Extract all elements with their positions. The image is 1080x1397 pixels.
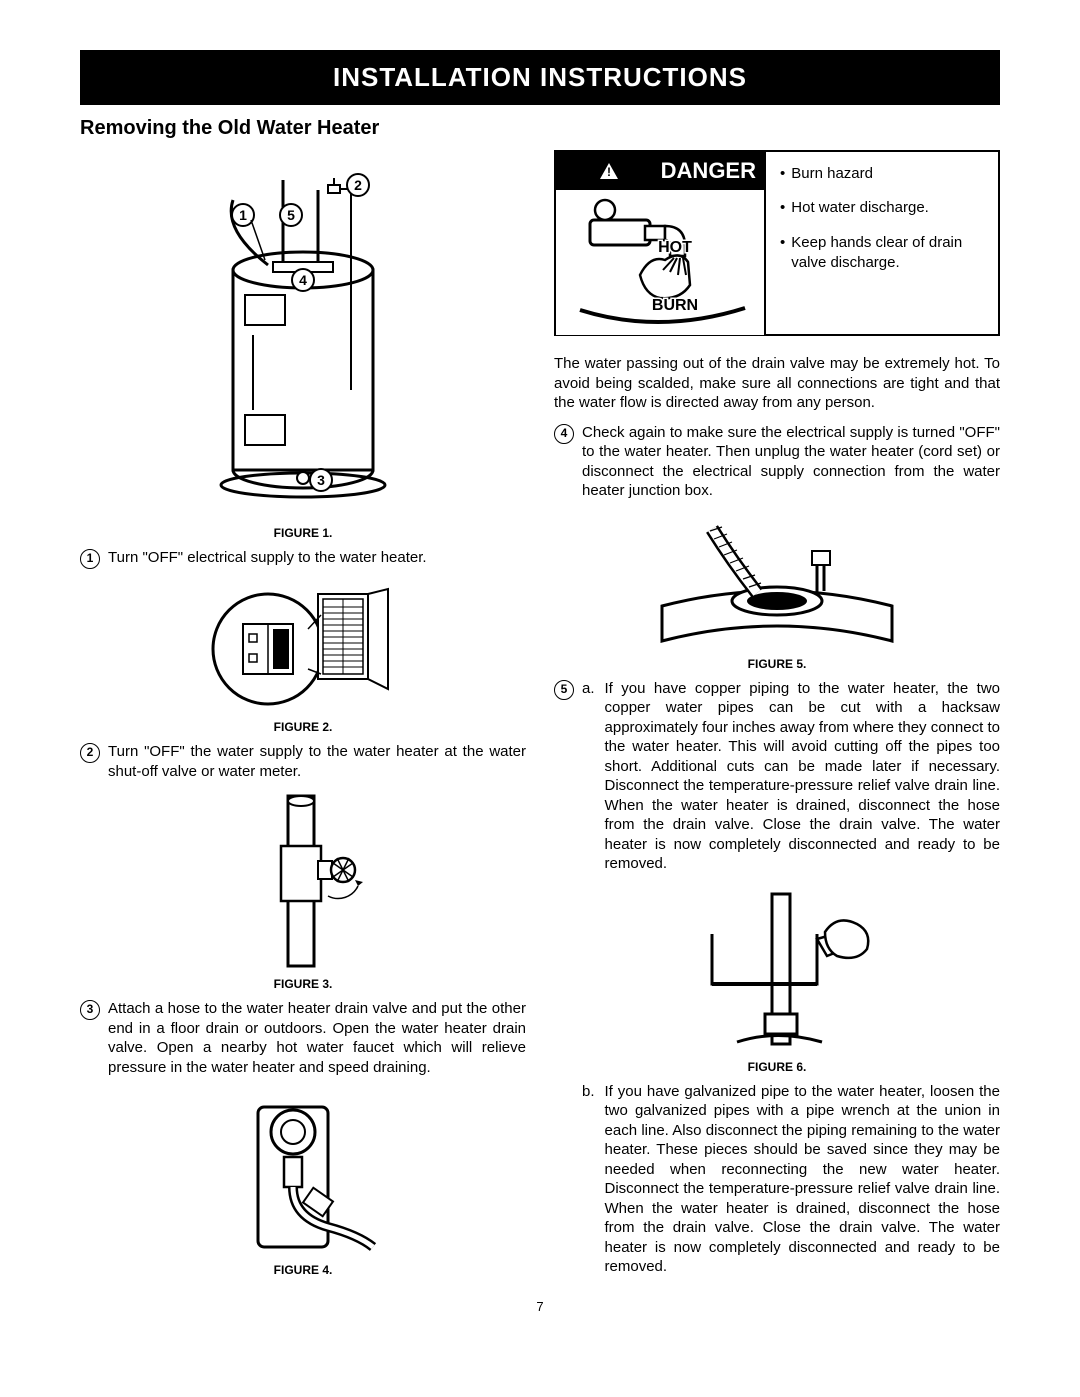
junction-box-icon <box>652 511 902 651</box>
figure-2-caption: FIGURE 2. <box>80 720 526 734</box>
step-3: 3 Attach a hose to the water heater drai… <box>80 999 526 1077</box>
danger-bullet-3: Keep hands clear of drain valve discharg… <box>791 233 984 274</box>
danger-bullet-2: Hot water discharge. <box>791 198 929 218</box>
step-5a-text: If you have copper piping to the water h… <box>605 679 1000 874</box>
figure-5 <box>554 511 1000 651</box>
step-5: 5 a. If you have copper piping to the wa… <box>554 679 1000 874</box>
danger-label-text: DANGER <box>661 158 756 184</box>
step-5b-label: b. <box>582 1082 595 1277</box>
figure-1-caption: FIGURE 1. <box>80 526 526 540</box>
figure-6 <box>554 884 1000 1054</box>
svg-text:4: 4 <box>299 272 307 288</box>
figure-5-caption: FIGURE 5. <box>554 657 1000 671</box>
shutoff-valve-icon <box>233 791 373 971</box>
intro-paragraph: The water passing out of the drain valve… <box>554 354 1000 413</box>
step-2: 2 Turn "OFF" the water supply to the wat… <box>80 742 526 781</box>
figure-4 <box>80 1087 526 1257</box>
step-1-text: Turn "OFF" electrical supply to the wate… <box>108 548 427 568</box>
hacksaw-icon <box>677 884 877 1054</box>
figure-2 <box>80 579 526 714</box>
svg-text:BURN: BURN <box>652 297 698 314</box>
step-4: 4 Check again to make sure the electrica… <box>554 423 1000 501</box>
drain-hose-icon <box>228 1087 378 1257</box>
page-number: 7 <box>80 1299 1000 1314</box>
step-3-text: Attach a hose to the water heater drain … <box>108 999 526 1077</box>
danger-left-panel: ! DANGER <box>556 152 766 334</box>
step-5a-label: a. <box>582 679 595 874</box>
section-subtitle: Removing the Old Water Heater <box>80 117 1000 140</box>
step-2-text: Turn "OFF" the water supply to the water… <box>108 742 526 781</box>
svg-text:1: 1 <box>239 207 247 223</box>
step-4-number: 4 <box>554 424 574 444</box>
danger-box: ! DANGER <box>554 150 1000 336</box>
danger-bullets: Burn hazard Hot water discharge. Keep ha… <box>766 152 998 334</box>
step-2-number: 2 <box>80 743 100 763</box>
left-column: 1 2 5 4 3 FIGURE 1. 1 Turn "OFF" electri… <box>80 150 526 1287</box>
svg-text:HOT: HOT <box>658 239 692 256</box>
step-1-number: 1 <box>80 549 100 569</box>
danger-label: ! DANGER <box>556 152 764 190</box>
step-5b: b. If you have galvanized pipe to the wa… <box>582 1082 1000 1277</box>
step-4-text: Check again to make sure the electrical … <box>582 423 1000 501</box>
figure-3 <box>80 791 526 971</box>
svg-text:5: 5 <box>287 207 295 223</box>
danger-bullet-1: Burn hazard <box>791 164 873 184</box>
step-3-number: 3 <box>80 1000 100 1020</box>
breaker-panel-icon <box>203 579 403 714</box>
warning-triangle-icon: ! <box>599 162 619 180</box>
step-5b-text: If you have galvanized pipe to the water… <box>605 1082 1000 1277</box>
svg-text:3: 3 <box>317 472 325 488</box>
figure-4-caption: FIGURE 4. <box>80 1263 526 1277</box>
figure-3-caption: FIGURE 3. <box>80 977 526 991</box>
two-column-layout: 1 2 5 4 3 FIGURE 1. 1 Turn "OFF" electri… <box>80 150 1000 1287</box>
danger-illustration: HOT BURN <box>556 190 764 335</box>
step-1: 1 Turn "OFF" electrical supply to the wa… <box>80 548 526 569</box>
step-5-number: 5 <box>554 680 574 700</box>
right-column: ! DANGER <box>554 150 1000 1287</box>
svg-text:!: ! <box>607 165 611 179</box>
figure-1: 1 2 5 4 3 <box>80 160 526 520</box>
svg-text:2: 2 <box>354 177 362 193</box>
header-bar: INSTALLATION INSTRUCTIONS <box>80 50 1000 105</box>
water-heater-diagram-icon: 1 2 5 4 3 <box>173 160 433 520</box>
figure-6-caption: FIGURE 6. <box>554 1060 1000 1074</box>
